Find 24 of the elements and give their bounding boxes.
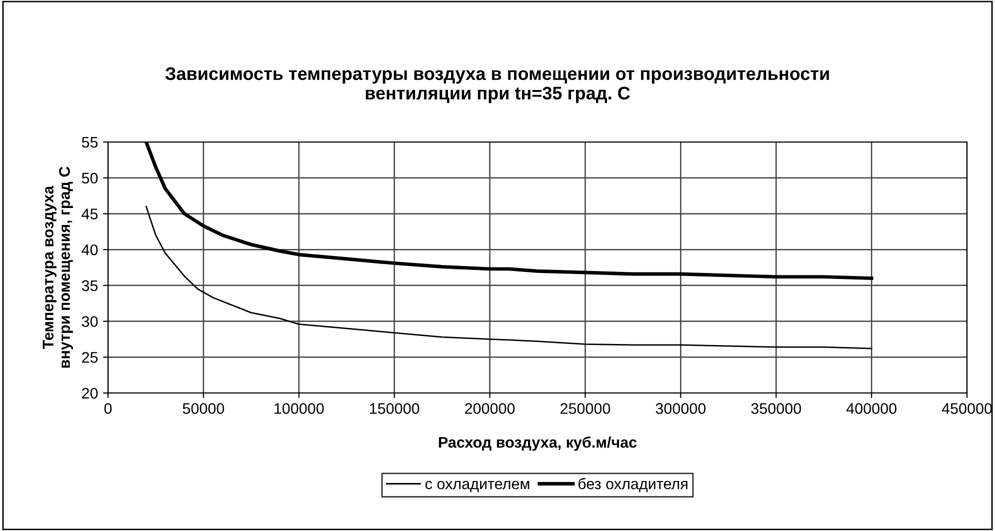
x-tick-label: 250000 bbox=[560, 403, 610, 414]
y-tick-label: 30 bbox=[82, 316, 98, 327]
y-tick-label: 25 bbox=[82, 352, 98, 363]
y-axis-title: Температура воздуха внутри помещения, град С bbox=[42, 166, 73, 368]
x-tick-label: 350000 bbox=[751, 403, 802, 414]
legend-label: без охладителя bbox=[578, 478, 688, 492]
x-tick-label: 100000 bbox=[274, 403, 324, 414]
y-tick-label: 20 bbox=[82, 388, 98, 399]
y-tick-label: 40 bbox=[82, 244, 98, 256]
x-tick-label: 150000 bbox=[370, 403, 420, 414]
x-tick-label: 0 bbox=[104, 403, 112, 414]
y-tick-label: 50 bbox=[82, 172, 98, 184]
chart-title: Зависимость температуры воздуха в помещении от производительности вентиляции при tн=35 град. С bbox=[165, 67, 829, 104]
y-tick-label: 55 bbox=[82, 137, 98, 148]
x-axis-title: Расход воздуха, куб.м/час bbox=[438, 436, 637, 451]
x-tick-label: 300000 bbox=[656, 403, 706, 414]
line-series bbox=[145, 206, 872, 350]
x-tick-label: 450000 bbox=[942, 403, 992, 414]
x-tick-label: 400000 bbox=[846, 403, 896, 414]
y-tick-label: 35 bbox=[82, 280, 98, 292]
y-tick-label: 45 bbox=[82, 208, 98, 220]
x-tick-label: 50000 bbox=[182, 403, 224, 414]
x-tick-label: 200000 bbox=[465, 403, 515, 414]
legend-label: с охладителем bbox=[425, 480, 530, 492]
